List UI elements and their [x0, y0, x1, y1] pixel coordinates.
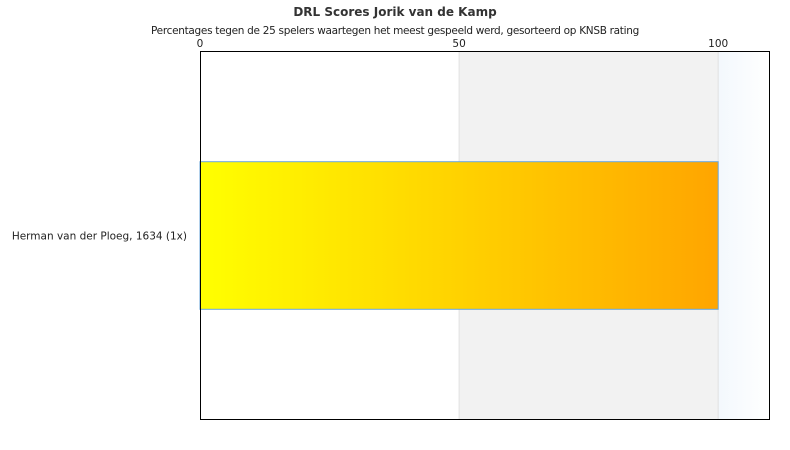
chart-title: DRL Scores Jorik van de Kamp	[293, 5, 497, 19]
bar	[199, 161, 719, 310]
y-category-label: Herman van der Ploeg, 1634 (1x)	[12, 231, 187, 243]
plot-frame	[200, 51, 770, 420]
x-tick-label: 100	[708, 38, 728, 50]
x-tick-label: 0	[197, 38, 204, 50]
x-tick-label: 50	[452, 38, 465, 50]
background-band	[718, 51, 770, 420]
chart-subtitle: Percentages tegen de 25 spelers waartege…	[151, 25, 639, 37]
